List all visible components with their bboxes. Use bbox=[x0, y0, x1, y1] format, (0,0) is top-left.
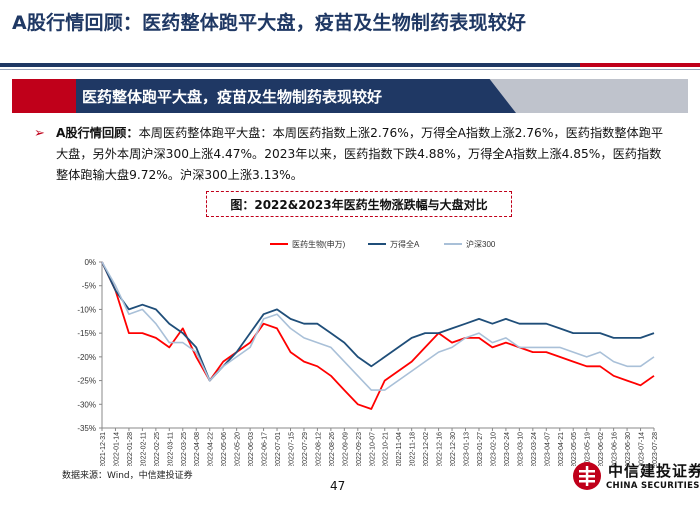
x-tick-label: 2023-06-02 bbox=[598, 432, 605, 466]
x-tick-label: 2022-02-25 bbox=[154, 432, 161, 466]
x-tick-label: 2023-02-10 bbox=[490, 432, 497, 466]
title-underline-navy bbox=[0, 63, 580, 67]
x-tick-label: 2022-04-22 bbox=[208, 432, 215, 466]
x-tick-label: 2022-03-11 bbox=[167, 432, 174, 466]
x-tick-label: 2022-04-08 bbox=[194, 432, 201, 466]
x-tick-label: 2023-07-28 bbox=[652, 432, 659, 466]
section-banner: 医药整体跑平大盘，疫苗及生物制药表现较好 bbox=[12, 79, 688, 113]
logo-text-en: CHINA SECURITIES bbox=[606, 481, 700, 491]
y-tick-label: -10% bbox=[77, 305, 96, 314]
bullet-paragraph: A股行情回顾：本周医药整体跑平大盘：本周医药指数上涨2.76%，万得全A指数上涨… bbox=[56, 123, 670, 186]
line-chart: 0% -5% -10% -15% -20% -25% -30% -35% 2021-12-31 2… bbox=[77, 239, 659, 466]
x-tick-label: 2023-06-16 bbox=[612, 432, 619, 466]
y-tick-label: -25% bbox=[77, 377, 96, 386]
x-tick-label: 2023-07-14 bbox=[639, 432, 646, 466]
x-tick-label: 2022-06-03 bbox=[248, 432, 255, 466]
logo-text-cn: 中信建投证券 bbox=[608, 462, 700, 480]
x-tick-label: 2022-09-09 bbox=[342, 432, 349, 466]
x-tick-label: 2022-12-16 bbox=[437, 432, 444, 466]
x-tick-label: 2022-06-17 bbox=[262, 432, 269, 466]
bullet-arrow-icon: ➢ bbox=[34, 126, 45, 141]
y-tick-label: 0% bbox=[84, 258, 96, 267]
x-tick-label: 2022-08-26 bbox=[329, 432, 336, 466]
banner-navy-block bbox=[76, 79, 516, 113]
logo-emblem-icon bbox=[573, 462, 601, 490]
banner-red-block bbox=[12, 79, 76, 113]
x-tick-label: 2022-07-01 bbox=[275, 432, 282, 466]
x-tick-label: 2023-05-05 bbox=[571, 432, 578, 466]
y-tick-label: -15% bbox=[77, 329, 96, 338]
x-tick-label: 2022-12-30 bbox=[450, 432, 457, 466]
x-tick-label: 2023-03-24 bbox=[531, 432, 538, 466]
figure-title: 图：2022&2023年医药生物涨跌幅与大盘对比 bbox=[230, 198, 488, 212]
y-tick-label: -35% bbox=[77, 424, 96, 433]
bullet-body: 本周医药整体跑平大盘：本周医药指数上涨2.76%，万得全A指数上涨2.76%，医… bbox=[56, 126, 664, 182]
legend-label-1: 医药生物(申万) bbox=[292, 239, 346, 249]
bullet-lead: A股行情回顾： bbox=[56, 126, 139, 140]
x-tick-label: 2022-03-25 bbox=[181, 432, 188, 466]
x-tick-label: 2023-05-19 bbox=[585, 432, 592, 466]
x-tick-label: 2022-10-21 bbox=[383, 432, 390, 466]
y-tick-label: -5% bbox=[82, 282, 96, 291]
series-line-2 bbox=[101, 261, 655, 382]
page-number: 47 bbox=[330, 479, 346, 493]
x-tick-label: 2022-05-06 bbox=[221, 432, 228, 466]
x-tick-label: 2022-01-14 bbox=[113, 432, 120, 466]
x-tick-label: 2022-11-04 bbox=[396, 432, 403, 466]
x-tick-label: 2022-07-29 bbox=[302, 432, 309, 466]
x-tick-label: 2022-05-20 bbox=[235, 432, 242, 466]
x-tick-label: 2023-04-07 bbox=[544, 432, 551, 466]
banner-text: 医药整体跑平大盘，疫苗及生物制药表现较好 bbox=[82, 88, 383, 106]
x-tick-label: 2022-12-02 bbox=[423, 432, 430, 466]
legend-label-3: 沪深300 bbox=[466, 239, 496, 249]
legend-label-2: 万得全A bbox=[390, 239, 420, 249]
x-tick-label: 2023-03-10 bbox=[517, 432, 524, 466]
title-underline-red bbox=[580, 63, 700, 67]
data-source: 数据来源：Wind，中信建投证券 bbox=[62, 471, 193, 481]
x-tick-label: 2022-07-15 bbox=[288, 432, 295, 466]
figure-title-box: 图：2022&2023年医药生物涨跌幅与大盘对比 bbox=[206, 191, 512, 217]
title-underline-thin bbox=[0, 69, 700, 70]
x-tick-label: 2023-01-27 bbox=[477, 432, 484, 466]
x-tick-label: 2023-01-13 bbox=[464, 432, 471, 466]
x-tick-label: 2022-10-07 bbox=[369, 432, 376, 466]
x-tick-label: 2022-11-18 bbox=[410, 432, 417, 466]
x-tick-label: 2023-04-21 bbox=[558, 432, 565, 466]
x-tick-label: 2022-08-12 bbox=[315, 432, 322, 466]
x-tick-label: 2022-01-28 bbox=[127, 432, 134, 466]
x-tick-label: 2021-12-31 bbox=[100, 432, 107, 466]
slide-title: A股行情回顾：医药整体跑平大盘，疫苗及生物制药表现较好 bbox=[12, 12, 527, 34]
x-tick-label: 2023-06-30 bbox=[625, 432, 632, 466]
series-line-1 bbox=[101, 261, 655, 410]
company-logo: 中信建投证券 CHINA SECURITIES bbox=[572, 458, 700, 506]
y-tick-label: -30% bbox=[77, 400, 96, 409]
y-tick-label: -20% bbox=[77, 353, 96, 362]
series-line-3 bbox=[101, 261, 655, 391]
x-tick-label: 2022-09-23 bbox=[356, 432, 363, 466]
x-tick-label: 2023-02-24 bbox=[504, 432, 511, 466]
x-tick-label: 2022-02-11 bbox=[140, 432, 147, 466]
